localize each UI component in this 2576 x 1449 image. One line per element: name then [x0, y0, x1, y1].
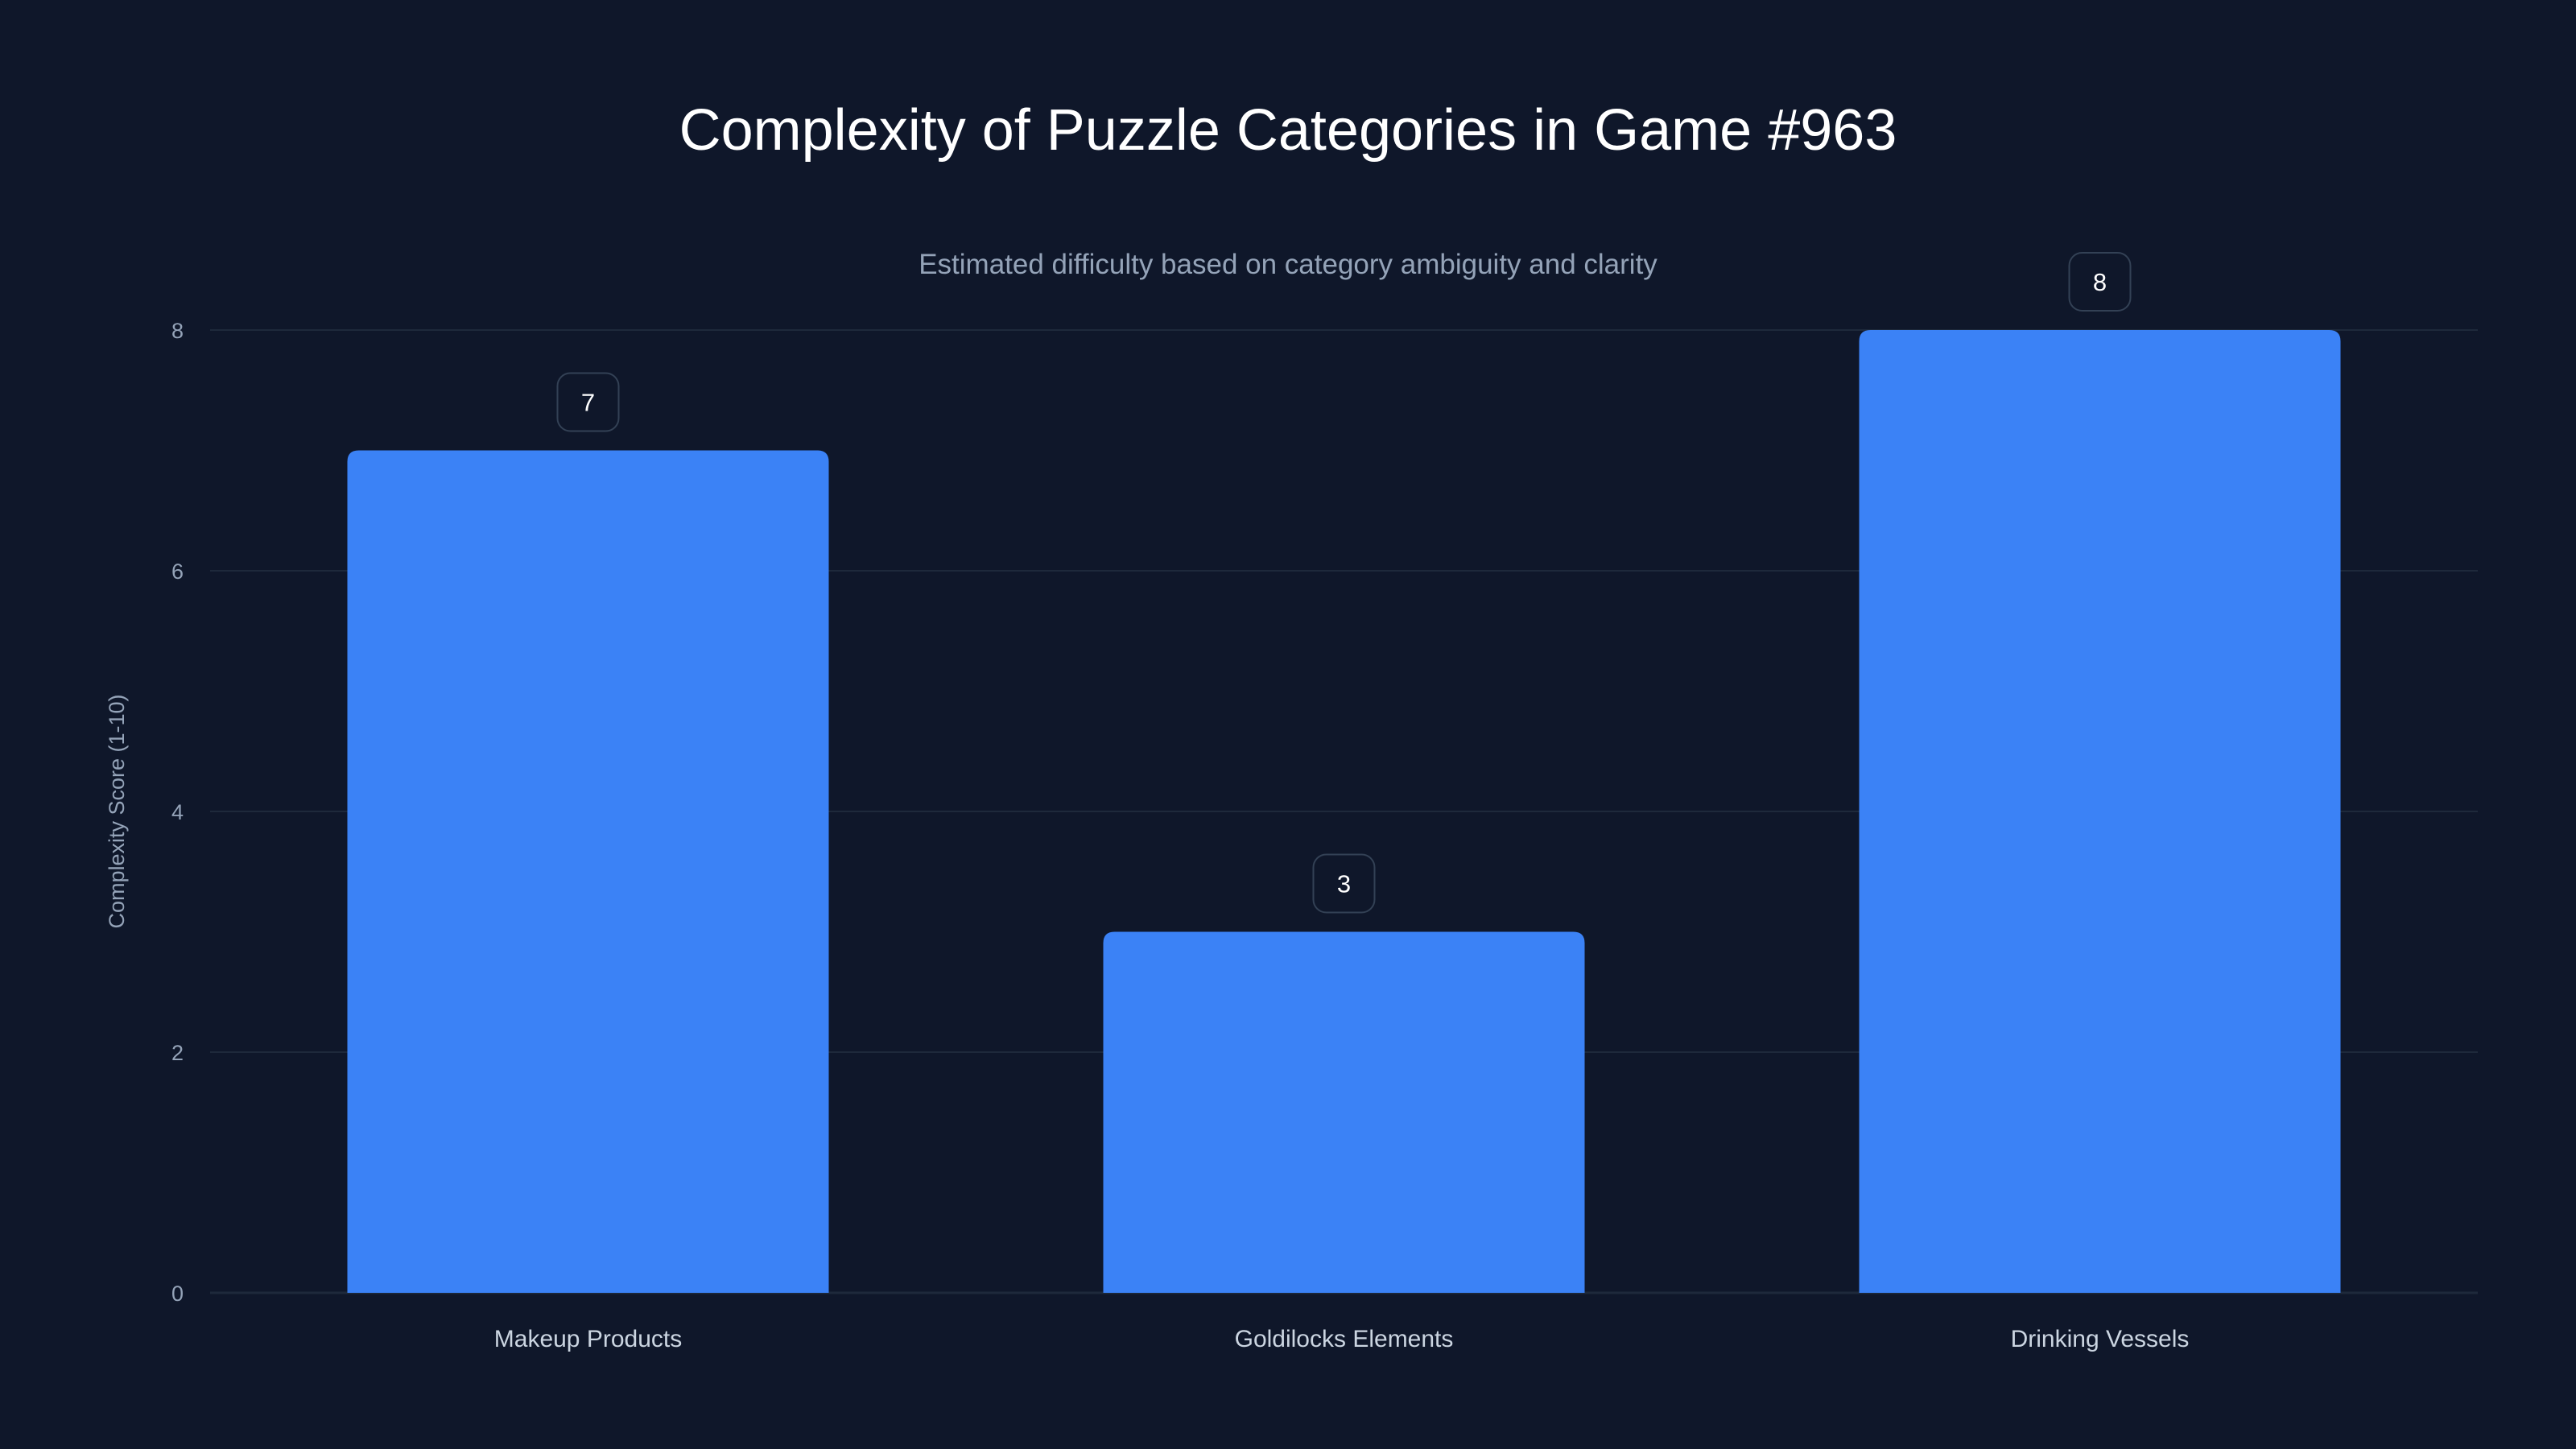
x-axis-labels: Makeup Products Goldilocks Elements Drinki…	[494, 1326, 2190, 1352]
x-tick-label: Drinking Vessels	[2011, 1326, 2190, 1352]
y-tick-label: 6	[171, 559, 184, 584]
data-label-badge	[556, 372, 620, 432]
chart-title: Complexity of Puzzle Categories in Game …	[679, 98, 1897, 163]
y-axis-ticks: 0 2 4 6 8	[171, 319, 184, 1306]
y-axis-label: Complexity Score (1-10)	[105, 694, 129, 928]
bar	[347, 450, 829, 1293]
data-label-badge	[1312, 853, 1376, 914]
x-tick-label: Goldilocks Elements	[1235, 1326, 1454, 1352]
data-label: 8	[2093, 268, 2107, 296]
y-tick-label: 2	[171, 1041, 184, 1065]
y-tick-label: 8	[171, 319, 184, 343]
y-tick-label: 4	[171, 800, 184, 824]
x-tick-label: Makeup Products	[494, 1326, 682, 1352]
data-label: 3	[1337, 870, 1351, 898]
y-tick-label: 0	[171, 1282, 184, 1306]
bar	[1103, 931, 1585, 1293]
bars	[347, 330, 2341, 1293]
data-labels: 7 3 8	[556, 252, 2132, 914]
chart-subtitle: Estimated difficulty based on category a…	[919, 249, 1657, 280]
data-label: 7	[581, 389, 595, 417]
data-label-badge	[2068, 252, 2132, 312]
bar	[1859, 330, 2341, 1293]
